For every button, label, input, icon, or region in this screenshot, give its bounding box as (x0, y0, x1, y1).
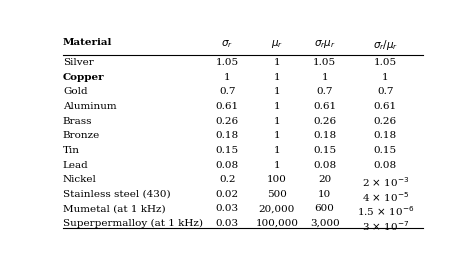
Text: $\mu_r$: $\mu_r$ (271, 38, 283, 50)
Text: 1: 1 (273, 73, 280, 82)
Text: 1: 1 (382, 73, 389, 82)
Text: 0.18: 0.18 (374, 131, 397, 140)
Text: 0.18: 0.18 (313, 131, 336, 140)
Text: 1.05: 1.05 (313, 58, 336, 67)
Text: 4 $\times$ 10$^{-5}$: 4 $\times$ 10$^{-5}$ (362, 190, 409, 204)
Text: 0.7: 0.7 (219, 87, 236, 96)
Text: Mumetal (at 1 kHz): Mumetal (at 1 kHz) (63, 204, 165, 214)
Text: 1: 1 (321, 73, 328, 82)
Text: 0.08: 0.08 (313, 161, 336, 169)
Text: 1: 1 (273, 146, 280, 155)
Text: 1: 1 (273, 117, 280, 126)
Text: 1: 1 (273, 58, 280, 67)
Text: 20,000: 20,000 (259, 204, 295, 214)
Text: 1.05: 1.05 (374, 58, 397, 67)
Text: Brass: Brass (63, 117, 92, 126)
Text: 0.61: 0.61 (374, 102, 397, 111)
Text: Bronze: Bronze (63, 131, 100, 140)
Text: 1: 1 (273, 102, 280, 111)
Text: 1: 1 (273, 87, 280, 96)
Text: Aluminum: Aluminum (63, 102, 117, 111)
Text: 0.15: 0.15 (374, 146, 397, 155)
Text: 0.15: 0.15 (216, 146, 239, 155)
Text: 600: 600 (315, 204, 335, 214)
Text: 2 $\times$ 10$^{-3}$: 2 $\times$ 10$^{-3}$ (362, 175, 409, 189)
Text: Superpermalloy (at 1 kHz): Superpermalloy (at 1 kHz) (63, 219, 203, 228)
Text: 0.26: 0.26 (374, 117, 397, 126)
Text: 3 $\times$ 10$^{-7}$: 3 $\times$ 10$^{-7}$ (362, 219, 409, 233)
Text: Tin: Tin (63, 146, 80, 155)
Text: 1.05: 1.05 (216, 58, 239, 67)
Text: 0.08: 0.08 (216, 161, 239, 169)
Text: 1: 1 (273, 131, 280, 140)
Text: Copper: Copper (63, 73, 105, 82)
Text: $\sigma_r\mu_r$: $\sigma_r\mu_r$ (314, 38, 336, 50)
Text: 0.03: 0.03 (216, 219, 239, 228)
Text: 3,000: 3,000 (310, 219, 339, 228)
Text: 0.15: 0.15 (313, 146, 336, 155)
Text: 0.03: 0.03 (216, 204, 239, 214)
Text: 1: 1 (273, 161, 280, 169)
Text: 0.26: 0.26 (313, 117, 336, 126)
Text: $\sigma_r$: $\sigma_r$ (221, 38, 233, 50)
Text: 1.5 $\times$ 10$^{-6}$: 1.5 $\times$ 10$^{-6}$ (356, 204, 414, 218)
Text: 0.2: 0.2 (219, 175, 236, 184)
Text: 0.7: 0.7 (317, 87, 333, 96)
Text: 0.7: 0.7 (377, 87, 393, 96)
Text: Nickel: Nickel (63, 175, 97, 184)
Text: 1: 1 (224, 73, 231, 82)
Text: 0.18: 0.18 (216, 131, 239, 140)
Text: 100,000: 100,000 (255, 219, 299, 228)
Text: $\sigma_r/\mu_r$: $\sigma_r/\mu_r$ (373, 38, 398, 52)
Text: 100: 100 (267, 175, 287, 184)
Text: 20: 20 (318, 175, 331, 184)
Text: Lead: Lead (63, 161, 89, 169)
Text: 0.61: 0.61 (216, 102, 239, 111)
Text: 0.26: 0.26 (216, 117, 239, 126)
Text: 0.02: 0.02 (216, 190, 239, 199)
Text: 0.08: 0.08 (374, 161, 397, 169)
Text: 0.61: 0.61 (313, 102, 336, 111)
Text: Material: Material (63, 38, 112, 47)
Text: 500: 500 (267, 190, 287, 199)
Text: 10: 10 (318, 190, 331, 199)
Text: Stainless steel (430): Stainless steel (430) (63, 190, 171, 199)
Text: Silver: Silver (63, 58, 94, 67)
Text: Gold: Gold (63, 87, 88, 96)
